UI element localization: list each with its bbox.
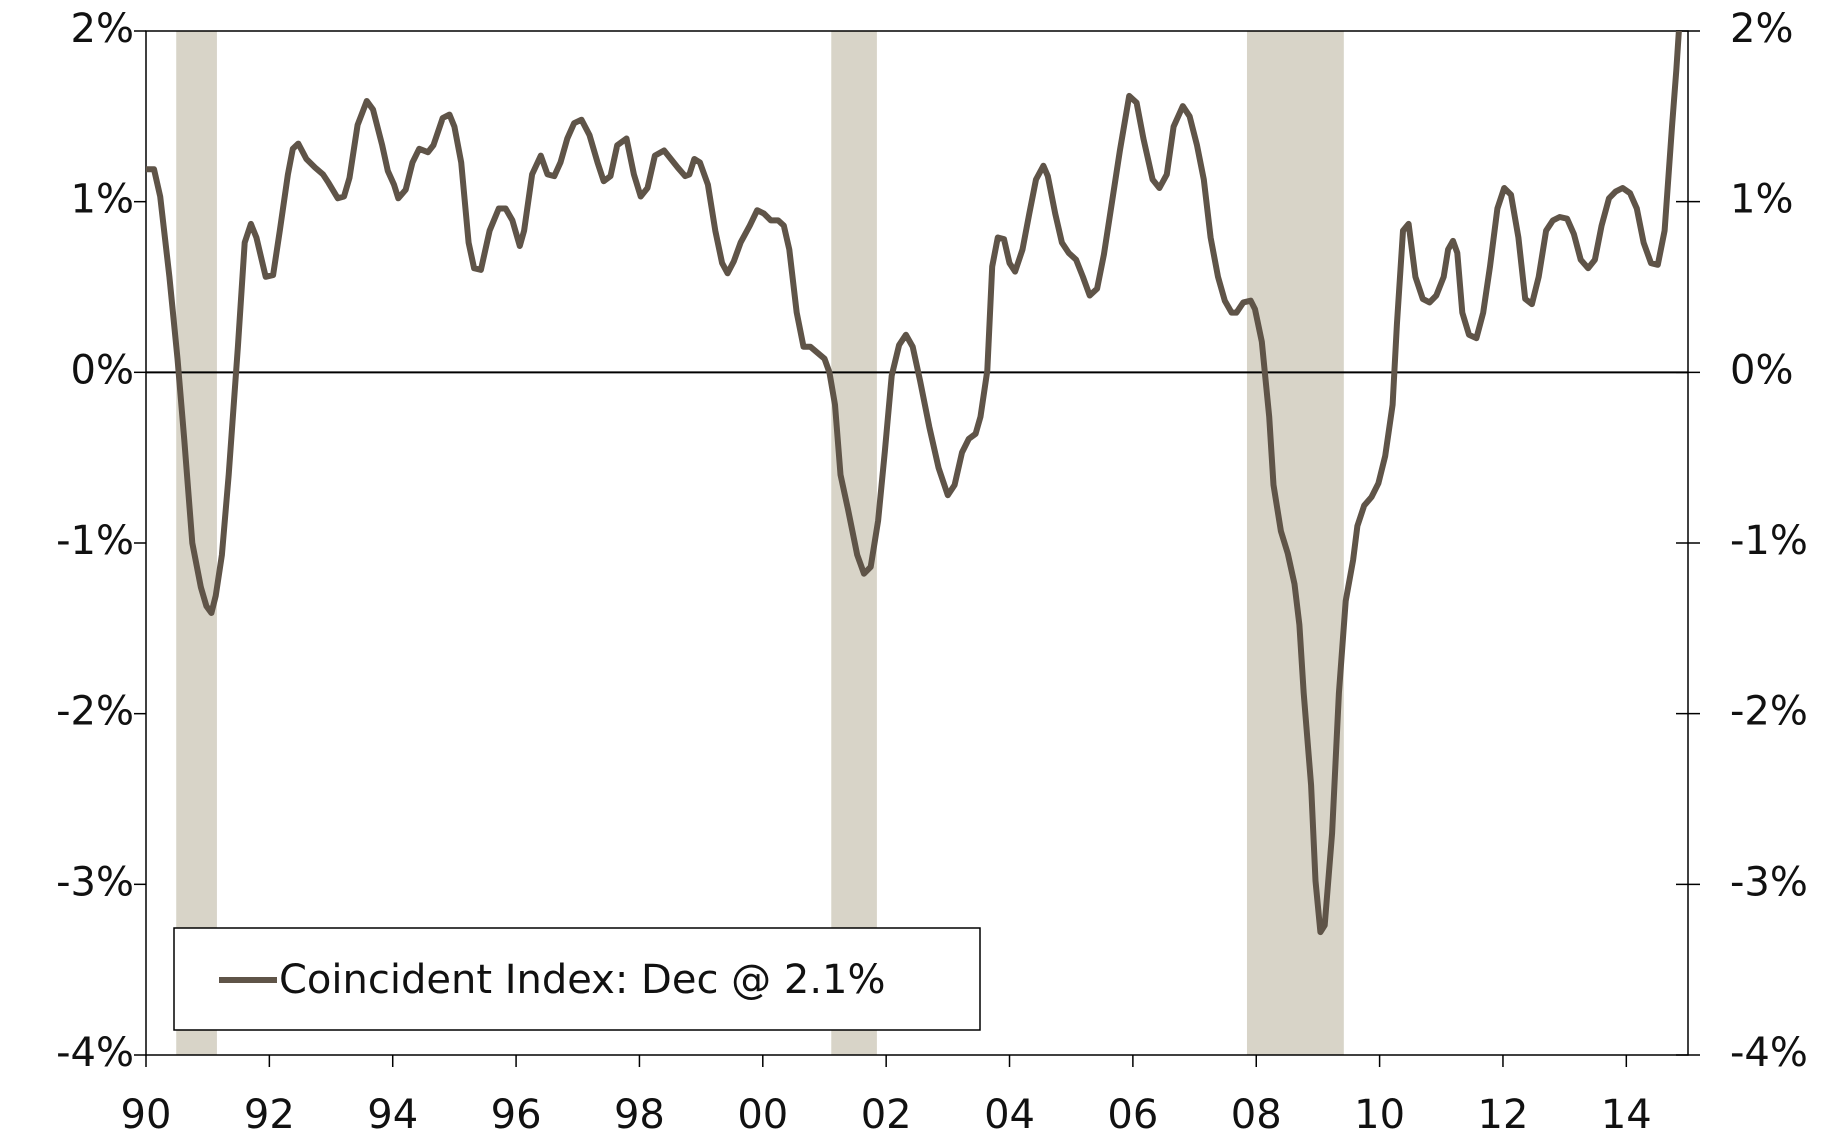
x-tick-label: 96 (491, 1092, 542, 1138)
y2-tick-label: -3% (1730, 859, 1808, 905)
y-tick-label: 2% (71, 6, 134, 52)
x-tick-label: 06 (1107, 1092, 1158, 1138)
x-tick-label: 92 (244, 1092, 295, 1138)
y2-tick-label: -4% (1730, 1030, 1808, 1076)
y-tick-label: -4% (56, 1030, 134, 1076)
shaded-period (176, 31, 217, 1055)
y2-tick-label: -2% (1730, 689, 1808, 735)
x-tick-label: 10 (1354, 1092, 1405, 1138)
y2-tick-label: 2% (1730, 6, 1793, 52)
x-tick-label: 00 (737, 1092, 788, 1138)
x-tick-label: 98 (614, 1092, 665, 1138)
x-tick-label: 02 (861, 1092, 912, 1138)
y2-tick-label: 1% (1730, 177, 1793, 223)
x-tick-label: 94 (367, 1092, 418, 1138)
y-tick-label: 1% (71, 177, 134, 223)
x-tick-label: 08 (1231, 1092, 1282, 1138)
y-tick-label: -3% (56, 859, 134, 905)
x-tick-label: 14 (1601, 1092, 1652, 1138)
y2-tick-label: -1% (1730, 518, 1808, 564)
y2-tick-label: 0% (1730, 347, 1793, 393)
x-tick-label: 04 (984, 1092, 1035, 1138)
y-tick-label: -1% (56, 518, 134, 564)
data-line (146, 31, 1682, 936)
plot-frame (145, 30, 1689, 1056)
legend-label: Coincident Index: Dec @ 2.1% (279, 957, 885, 1003)
legend-box (173, 927, 981, 1031)
y-tick-label: -2% (56, 689, 134, 735)
legend: Coincident Index: Dec @ 2.1% (173, 927, 981, 1031)
x-tick-label: 90 (121, 1092, 172, 1138)
y-tick-label: 0% (71, 347, 134, 393)
x-tick-label: 12 (1478, 1092, 1529, 1138)
